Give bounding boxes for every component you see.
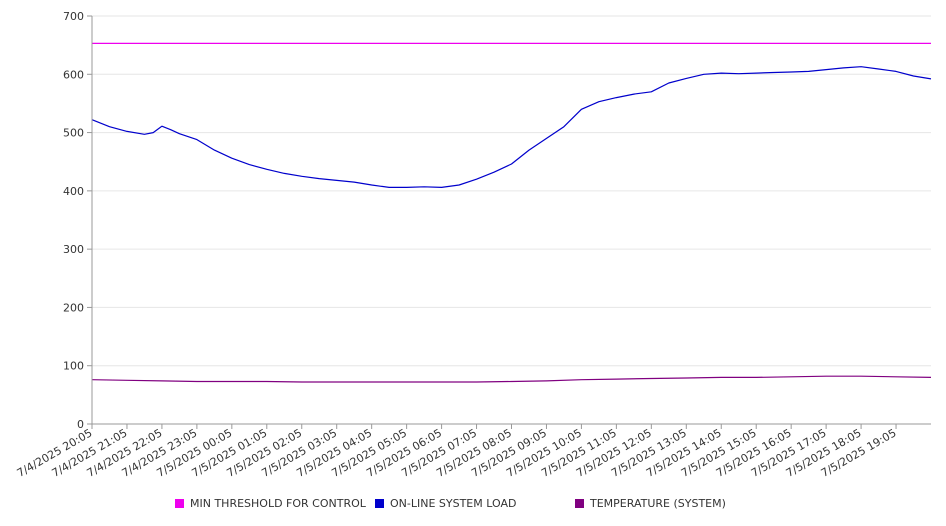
y-tick-label: 500	[63, 127, 84, 140]
series-lines	[91, 42, 932, 383]
y-tick-label: 300	[63, 243, 84, 256]
y-tick-label: 700	[63, 10, 84, 23]
series-line-temperature-system	[91, 375, 932, 383]
x-axis-tick-labels: 7/4/2025 20:057/4/2025 21:057/4/2025 22:…	[15, 426, 899, 480]
y-tick-label: 100	[63, 360, 84, 373]
legend-item-min-threshold[interactable]: MIN THRESHOLD FOR CONTROL	[175, 497, 366, 510]
legend-label-temperature: TEMPERATURE (SYSTEM)	[590, 497, 726, 510]
y-tick-label: 0	[77, 418, 84, 431]
y-tick-label: 600	[63, 68, 84, 81]
legend: MIN THRESHOLD FOR CONTROL ON-LINE SYSTEM…	[0, 497, 946, 515]
legend-swatch-min-threshold	[175, 499, 184, 508]
y-tick-label: 200	[63, 301, 84, 314]
legend-label-min-threshold: MIN THRESHOLD FOR CONTROL	[190, 497, 366, 510]
legend-item-temperature[interactable]: TEMPERATURE (SYSTEM)	[575, 497, 726, 510]
legend-swatch-temperature	[575, 499, 584, 508]
series-line-on-line-system-load	[91, 66, 932, 188]
legend-item-online-system-load[interactable]: ON-LINE SYSTEM LOAD	[375, 497, 516, 510]
y-tick-label: 400	[63, 185, 84, 198]
grid-lines	[87, 15, 931, 429]
legend-label-online-system-load: ON-LINE SYSTEM LOAD	[390, 497, 517, 510]
y-axis-tick-labels: 0 100 200 300 400 500 600 700	[63, 10, 84, 431]
legend-swatch-online-system-load	[375, 499, 384, 508]
